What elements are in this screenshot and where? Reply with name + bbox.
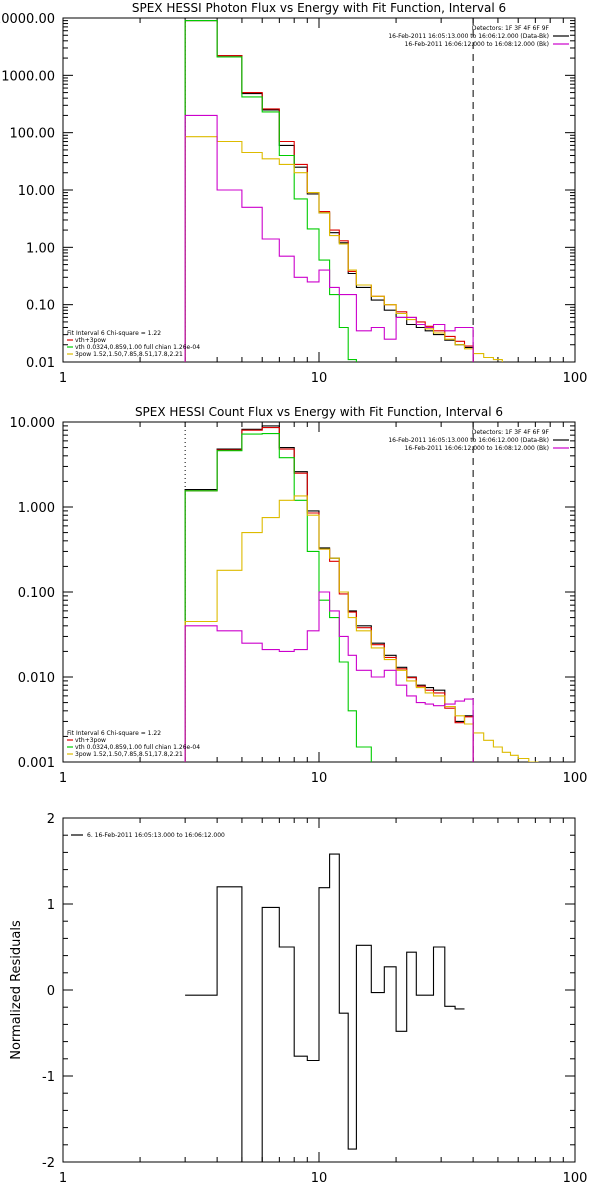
series-line bbox=[184, 20, 357, 362]
y-axis-label: Normalized Residuals bbox=[9, 920, 24, 1060]
y-tick-label: 1.00 bbox=[26, 241, 55, 256]
y-tick-label: 1000.00 bbox=[1, 69, 55, 84]
legend-right-entry: Detectors: 1F 3F 4F 6F 9F bbox=[472, 25, 550, 32]
legend-right-entry: 16-Feb-2011 16:06:12.000 to 16:08:12.000… bbox=[405, 41, 549, 48]
legend-left-entry: vth 0.0324,0.859,1.00 full chian 1.26e-0… bbox=[75, 344, 200, 351]
plot-frame bbox=[62, 17, 576, 363]
x-tick-label: 1 bbox=[59, 371, 67, 386]
legend-right-entry: 16-Feb-2011 16:05:13.000 to 16:06:12.000… bbox=[388, 33, 549, 40]
y-tick-label: 1.000 bbox=[18, 501, 55, 516]
y-tick-label: -2 bbox=[42, 1156, 55, 1171]
chart-title: SPEX HESSI Count Flux vs Energy with Fit… bbox=[135, 405, 503, 419]
y-tick-label: 0.010 bbox=[18, 671, 55, 686]
series-line bbox=[184, 114, 474, 362]
y-tick-label: 10000.00 bbox=[0, 12, 55, 27]
legend-left-entry: Fit Interval 6 Chi-square = 1.22 bbox=[67, 730, 161, 737]
y-tick-label: 100.00 bbox=[10, 127, 56, 142]
y-tick-label: 0.10 bbox=[26, 299, 55, 314]
y-tick-label: -1 bbox=[42, 1070, 55, 1085]
y-tick-label: 1 bbox=[47, 898, 55, 913]
y-tick-label: 0.100 bbox=[18, 586, 55, 601]
series-line bbox=[184, 433, 372, 762]
x-tick-label: 100 bbox=[563, 771, 588, 786]
chart-title: SPEX HESSI Photon Flux vs Energy with Fi… bbox=[132, 1, 506, 15]
series-line bbox=[184, 20, 474, 362]
y-tick-label: 10.000 bbox=[10, 416, 56, 431]
series-line bbox=[184, 495, 539, 762]
series-line bbox=[184, 591, 474, 762]
legend-left-entry: 6. 16-Feb-2011 16:05:13.000 to 16:06:12.… bbox=[87, 832, 225, 839]
y-tick-label: 0 bbox=[47, 984, 55, 999]
y-tick-label: 2 bbox=[47, 812, 55, 827]
legend-left-entry: 3pow 1.52,1.50,7.85,8.51,17.8,2.21 bbox=[75, 751, 183, 758]
x-tick-label: 100 bbox=[563, 371, 588, 386]
residuals-chart: 1 10 100 -2 -1 0 1 2 Normalized Residuals 6. 16-F… bbox=[9, 812, 587, 1186]
legend-left-entry: Fit Interval 6 Chi-square = 1.22 bbox=[67, 330, 161, 337]
legend-left-entry: vth 0.0324,0.859,1.00 full chian 1.26e-0… bbox=[75, 744, 200, 751]
x-tick-label: 10 bbox=[311, 1171, 328, 1186]
series-line bbox=[185, 853, 465, 1162]
x-tick-label: 1 bbox=[59, 1171, 67, 1186]
legend-left-entry: vth+3pow bbox=[75, 737, 106, 744]
x-tick-label: 10 bbox=[311, 771, 328, 786]
count-flux-chart: SPEX HESSI Count Flux vs Energy with Fit… bbox=[10, 405, 588, 786]
x-tick-label: 10 bbox=[311, 371, 328, 386]
x-tick-label: 1 bbox=[59, 771, 67, 786]
y-tick-label: 0.001 bbox=[18, 756, 55, 771]
y-tick-label: 10.00 bbox=[18, 184, 55, 199]
legend-right-entry: 16-Feb-2011 16:06:12.000 to 16:08:12.000… bbox=[405, 445, 549, 452]
y-tick-label: 0.01 bbox=[26, 356, 55, 371]
legend-right-entry: 16-Feb-2011 16:05:13.000 to 16:06:12.000… bbox=[388, 437, 549, 444]
series-line bbox=[184, 136, 503, 362]
legend-right-entry: Detectors: 1F 3F 4F 6F 9F bbox=[472, 429, 550, 436]
legend-left-entry: 3pow 1.52,1.50,7.85,8.51,17.8,2.21 bbox=[75, 351, 183, 358]
photon-flux-chart: SPEX HESSI Photon Flux vs Energy with Fi… bbox=[0, 1, 587, 386]
legend-left-entry: vth+3pow bbox=[75, 337, 106, 344]
series-line bbox=[184, 20, 474, 362]
x-tick-label: 100 bbox=[563, 1171, 588, 1186]
